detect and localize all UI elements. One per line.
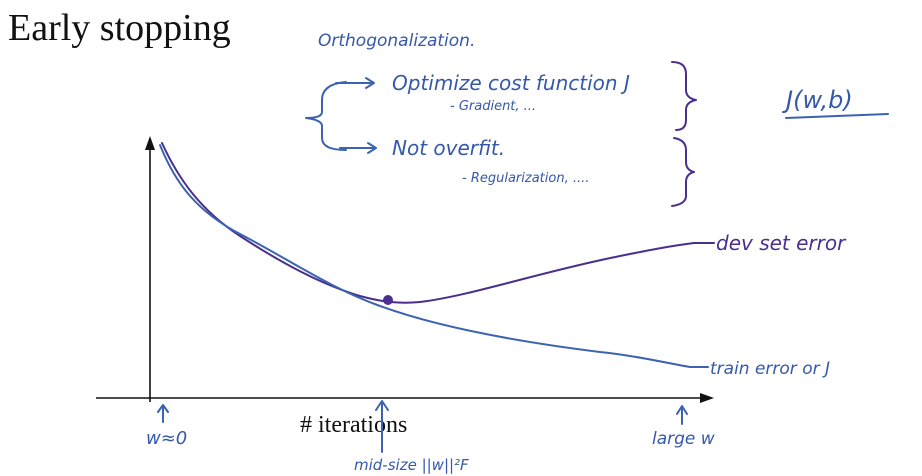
orthogonalization-note: Orthogonalization. bbox=[318, 31, 475, 51]
right-brace-bottom bbox=[671, 137, 695, 207]
w-mid-arrow bbox=[375, 400, 389, 453]
objective-underline bbox=[785, 113, 889, 119]
train-error-label: train error or J bbox=[710, 359, 830, 379]
arrow-item-2 bbox=[339, 142, 377, 154]
gradient-subitem: - Gradient, ... bbox=[450, 99, 536, 114]
objective-function: J(w,b) bbox=[782, 86, 853, 114]
x-axis-arrowhead bbox=[700, 393, 714, 403]
w-small-label: w≈0 bbox=[146, 428, 187, 449]
regularization-subitem: - Regularization, .... bbox=[462, 171, 589, 186]
dev-set-error-label: dev set error bbox=[716, 231, 847, 255]
w-large-label: large w bbox=[652, 429, 715, 449]
arrow-item-1 bbox=[335, 77, 375, 89]
left-brace bbox=[305, 81, 347, 151]
early-stopping-point bbox=[383, 295, 393, 305]
dev-set-error-curve bbox=[161, 142, 695, 304]
optimize-cost-item: Optimize cost function J bbox=[392, 71, 630, 95]
right-brace-top bbox=[671, 61, 697, 131]
slide-title: Early stopping bbox=[8, 7, 231, 49]
w-large-arrow bbox=[676, 405, 688, 425]
x-axis-label: # iterations bbox=[300, 412, 407, 438]
y-axis-arrowhead bbox=[145, 136, 155, 150]
w-mid-label: mid-size ||w||²F bbox=[354, 456, 469, 474]
not-overfit-item: Not overfit. bbox=[392, 136, 505, 160]
w-small-arrow bbox=[157, 404, 169, 423]
train-error-curve bbox=[159, 144, 691, 368]
